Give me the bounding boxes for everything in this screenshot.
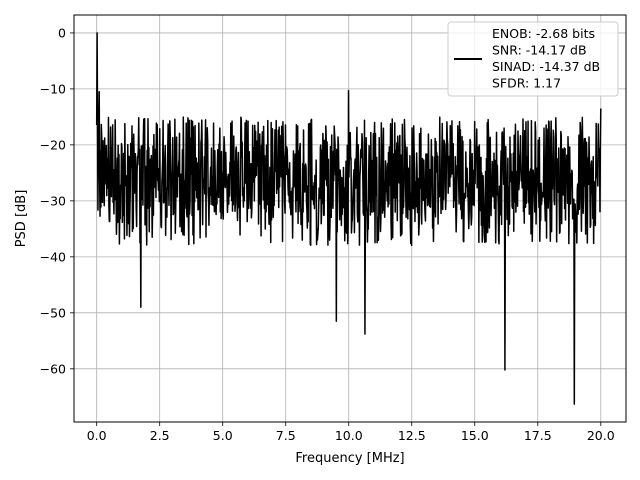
y-tick-label: 0 <box>58 25 66 40</box>
y-axis: 0 −10 −20 −30 −40 −50 −60 <box>40 25 74 376</box>
x-tick-label: 20.0 <box>587 428 615 443</box>
y-tick-label: −40 <box>40 249 66 264</box>
legend: ENOB: -2.68 bits SNR: -14.17 dB SINAD: -… <box>447 21 619 97</box>
x-tick-label: 2.5 <box>150 428 170 443</box>
legend-entry-sfdr: SFDR: 1.17 <box>492 76 561 91</box>
x-tick-label: 17.5 <box>524 428 552 443</box>
x-tick-label: 7.5 <box>276 428 296 443</box>
x-tick-label: 10.0 <box>335 428 363 443</box>
y-tick-label: −10 <box>40 81 66 96</box>
y-tick-label: −30 <box>40 193 66 208</box>
y-axis-label: PSD [dB] <box>14 190 29 248</box>
y-tick-label: −60 <box>40 361 66 376</box>
y-tick-label: −50 <box>40 305 66 320</box>
x-tick-label: 0.0 <box>87 428 107 443</box>
x-tick-label: 15.0 <box>461 428 489 443</box>
x-axis-label: Frequency [MHz] <box>295 451 404 466</box>
psd-series-line <box>95 32 602 405</box>
legend-entry-enob: ENOB: -2.68 bits <box>492 26 595 41</box>
x-axis: 0.0 2.5 5.0 7.5 10.0 12.5 15.0 17.5 20.0 <box>87 422 615 443</box>
legend-entry-sinad: SINAD: -14.37 dB <box>492 59 600 74</box>
x-tick-label: 5.0 <box>213 428 233 443</box>
y-tick-label: −20 <box>40 137 66 152</box>
plot-frame <box>73 14 627 423</box>
legend-entry-snr: SNR: -14.17 dB <box>492 43 587 58</box>
plot-area <box>95 32 602 405</box>
legend-box <box>447 21 619 97</box>
x-tick-label: 12.5 <box>398 428 426 443</box>
